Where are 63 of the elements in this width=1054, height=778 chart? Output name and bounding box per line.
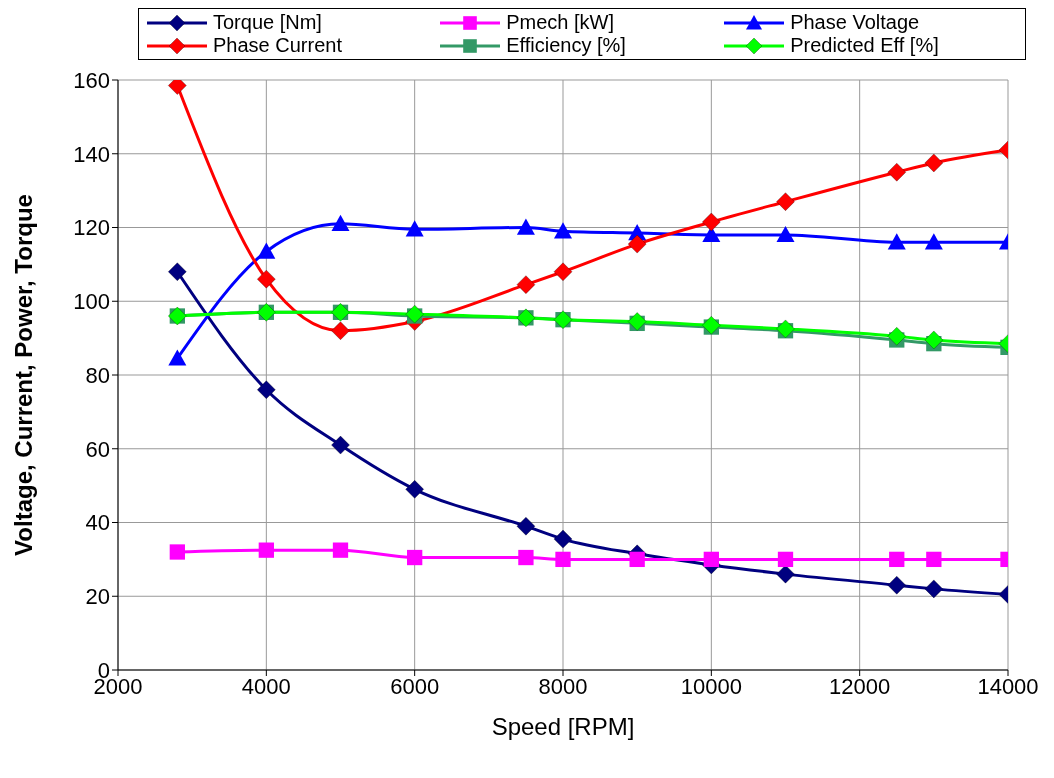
legend-label: Pmech [kW] <box>506 11 615 34</box>
point <box>703 551 719 568</box>
y-tick-label: 20 <box>85 584 110 610</box>
point <box>258 542 274 558</box>
point <box>554 222 572 239</box>
point <box>776 564 795 584</box>
point <box>407 549 423 566</box>
point <box>518 549 534 566</box>
point <box>257 242 276 259</box>
point <box>331 435 350 455</box>
x-tick-label: 10000 <box>680 673 742 699</box>
y-tick-label: 80 <box>85 362 110 388</box>
y-tick-label: 120 <box>73 215 110 241</box>
point <box>331 321 350 340</box>
point <box>926 551 942 568</box>
point <box>924 579 943 599</box>
point <box>887 163 906 182</box>
legend-label: Phase Voltage <box>790 11 920 34</box>
x-tick-label: 8000 <box>538 673 588 699</box>
x-tick-label: 12000 <box>829 673 891 699</box>
point <box>889 551 905 568</box>
point <box>331 214 350 232</box>
legend-label: Predicted Eff [%] <box>790 34 939 57</box>
point <box>257 269 276 289</box>
point <box>628 234 647 254</box>
y-tick-label: 40 <box>85 510 110 536</box>
legend-label: Torque [Nm] <box>213 11 322 34</box>
point <box>776 192 795 211</box>
point <box>702 212 721 232</box>
x-tick-label: 4000 <box>241 673 291 699</box>
point <box>629 551 645 568</box>
point <box>516 517 536 536</box>
point <box>924 153 943 173</box>
point <box>776 225 795 243</box>
point <box>405 480 424 499</box>
y-tick-label: 140 <box>73 141 110 167</box>
y-tick-label: 100 <box>73 289 110 315</box>
x-tick-label: 14000 <box>977 673 1039 699</box>
legend-label: Phase Current <box>213 34 342 57</box>
point <box>924 233 943 250</box>
point <box>887 233 906 250</box>
point <box>516 218 535 235</box>
point <box>555 551 571 568</box>
y-axis-title: Voltage, Current, Power, Torque <box>9 194 37 556</box>
point <box>169 544 185 560</box>
point <box>777 551 794 568</box>
point <box>553 529 573 549</box>
point <box>168 262 187 281</box>
point <box>332 542 349 558</box>
point <box>887 576 906 595</box>
x-tick-label: 6000 <box>390 673 440 699</box>
point <box>887 327 906 346</box>
y-tick-label: 160 <box>73 67 110 93</box>
point <box>553 262 573 281</box>
x-axis-title: Speed [RPM] <box>491 713 635 740</box>
point <box>924 330 943 350</box>
point <box>405 220 424 237</box>
point <box>776 319 795 339</box>
legend-label: Efficiency [%] <box>506 34 626 57</box>
point <box>257 380 276 399</box>
y-tick-label: 60 <box>85 436 110 462</box>
point <box>516 275 536 294</box>
point <box>168 349 187 366</box>
